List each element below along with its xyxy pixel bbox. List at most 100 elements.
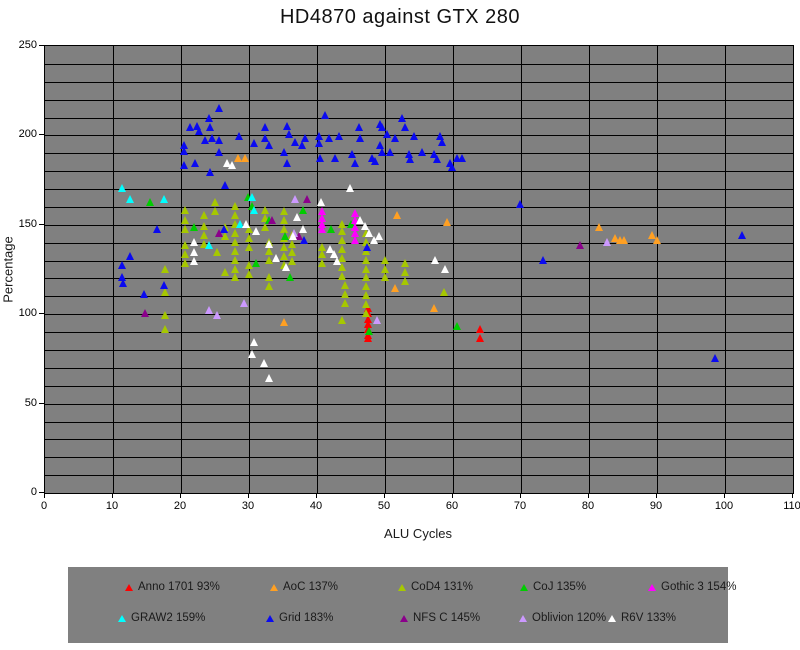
gridline-horizontal: [45, 153, 793, 155]
data-point-grid: [283, 121, 292, 130]
x-tick-mark: [520, 493, 521, 498]
legend-label: Grid 183%: [279, 612, 334, 624]
legend-item-grid: Grid 183%: [266, 612, 333, 624]
y-tick-label: 0: [30, 486, 37, 498]
legend-label: Gothic 3 154%: [661, 581, 737, 593]
data-point-coj: [285, 273, 294, 282]
data-point-grid: [453, 153, 462, 162]
data-point-gothic-3: [317, 207, 326, 216]
gridline-vertical: [657, 46, 658, 493]
data-point-r6v: [189, 237, 198, 246]
data-point-grid: [221, 180, 230, 189]
x-tick-label: 40: [309, 500, 323, 512]
data-point-cod4: [230, 273, 239, 282]
gridline-horizontal: [45, 439, 793, 441]
legend-label: Anno 1701 93%: [138, 581, 220, 593]
data-point-cod4: [265, 282, 274, 291]
data-point-cod4: [260, 214, 269, 223]
gridline-vertical: [589, 46, 590, 493]
data-point-cod4: [338, 227, 347, 235]
data-point-grid: [298, 141, 306, 150]
data-point-cod4: [211, 198, 219, 207]
data-point-cod4: [230, 237, 239, 246]
data-point-r6v: [355, 216, 364, 225]
data-point-cod4: [338, 219, 347, 228]
data-point-grid: [215, 135, 224, 144]
x-tick-mark: [724, 493, 725, 498]
data-point-grid: [370, 157, 379, 166]
data-point-grid: [368, 153, 377, 162]
data-point-grid: [279, 148, 288, 157]
data-point-cod4: [230, 201, 239, 210]
data-point-gothic-3: [351, 216, 360, 225]
data-point-grid: [710, 353, 719, 362]
gridline-horizontal: [45, 367, 793, 369]
gridline-vertical: [725, 46, 726, 493]
y-tick-mark: [39, 492, 44, 493]
x-tick-mark: [316, 493, 317, 498]
legend-label: NFS C 145%: [413, 612, 481, 624]
data-point-cod4: [280, 234, 289, 243]
gridline-horizontal: [45, 117, 793, 119]
data-point-gothic-3: [317, 214, 326, 223]
data-point-cod4: [287, 248, 296, 257]
y-tick-mark: [39, 223, 44, 225]
data-point-aoc: [393, 210, 402, 219]
data-point-gothic-3: [351, 228, 360, 237]
legend-marker-triangle-icon: [400, 614, 408, 622]
gridline-horizontal: [45, 385, 793, 387]
legend-marker-triangle-icon: [398, 583, 406, 591]
data-point-cod4: [221, 268, 230, 277]
data-point-grid: [406, 155, 415, 164]
y-tick-label: 150: [18, 217, 37, 230]
data-point-cod4: [340, 280, 349, 289]
data-point-cod4: [280, 260, 289, 269]
legend-marker-triangle-icon: [270, 583, 278, 591]
data-point-cod4: [440, 287, 449, 296]
data-point-grid: [400, 123, 409, 132]
legend-item-nfs-c: NFS C 145%: [400, 612, 480, 624]
gridline-vertical: [317, 46, 318, 493]
legend-label: AoC 137%: [283, 581, 338, 593]
data-point-grid: [261, 123, 270, 132]
data-point-grid: [160, 280, 168, 289]
data-point-coj: [347, 219, 355, 228]
data-point-cod4: [265, 255, 274, 264]
gridline-horizontal: [45, 99, 793, 101]
gridline-vertical: [181, 46, 182, 493]
legend-label: CoD4 131%: [411, 581, 474, 593]
gridline-horizontal: [45, 296, 793, 298]
data-point-cod4: [280, 207, 289, 216]
y-tick-label: 200: [18, 128, 37, 141]
data-point-r6v: [228, 160, 236, 169]
x-tick-mark: [384, 493, 385, 498]
data-point-gothic-3: [317, 219, 326, 228]
data-point-cod4: [265, 273, 274, 282]
gridline-horizontal: [45, 206, 793, 208]
data-point-r6v: [249, 337, 258, 346]
data-point-cod4: [230, 264, 239, 273]
data-point-cod4: [230, 219, 239, 228]
gridline-vertical: [249, 46, 250, 493]
data-point-cod4: [230, 228, 239, 237]
data-point-grid: [117, 273, 126, 282]
data-point-cod4: [362, 228, 370, 237]
legend-marker-triangle-icon: [125, 583, 133, 591]
data-point-coj: [265, 216, 274, 225]
gridline-horizontal: [45, 224, 793, 226]
data-point-aoc: [279, 318, 288, 327]
data-point-cod4: [211, 207, 219, 216]
legend-item-graw2: GRAW2 159%: [118, 612, 205, 624]
data-point-cod4: [280, 216, 289, 225]
data-point-grid: [351, 159, 360, 167]
data-point-cod4: [362, 255, 370, 264]
legend-marker-triangle-icon: [118, 614, 126, 622]
data-point-oblivion: [289, 228, 298, 237]
y-tick-mark: [39, 134, 44, 136]
data-point-coj: [364, 327, 373, 336]
legend-marker-triangle-icon: [520, 583, 528, 591]
data-point-grid: [119, 278, 128, 287]
gridline-vertical: [113, 46, 114, 493]
gridline-horizontal: [45, 403, 793, 405]
